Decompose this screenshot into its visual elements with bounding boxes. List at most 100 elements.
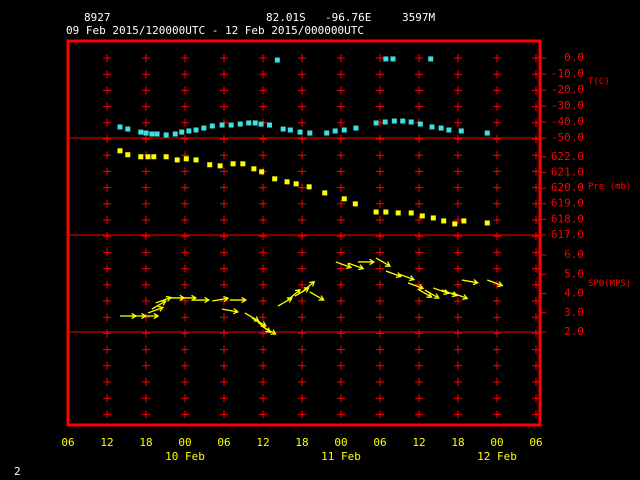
point [297,129,303,135]
point [272,176,278,182]
date-label: 12 Feb [477,450,517,463]
point [143,130,149,136]
point [138,129,144,135]
grid-cross [532,54,540,419]
y-tick-label: 0.0 [564,51,584,64]
point [207,162,213,168]
point [217,163,223,169]
point [417,121,423,127]
point [322,190,328,196]
point [484,130,490,136]
point [186,128,192,134]
y-tick-label: 6.0 [564,248,584,261]
elevation: 3597M [402,11,435,24]
grid-cross [337,54,345,419]
axis-label: T(C) [588,77,610,87]
frame [66,39,542,427]
point [430,215,436,221]
wind-arrow [147,305,165,314]
y-tick-label: 3.0 [564,306,584,319]
point [179,129,185,135]
point [117,124,123,130]
point [284,179,290,185]
wind-arrow [487,279,504,288]
point [352,201,358,207]
point [341,127,347,133]
point [280,126,286,132]
grid-cross [103,54,111,419]
point [237,121,243,127]
point [183,156,189,162]
point [324,130,330,136]
x-tick-label: 12 [256,436,269,449]
point [145,154,151,160]
wind-arrow [335,261,353,270]
point [419,213,425,219]
point [452,221,458,227]
y-tick-label: -30.0 [551,99,584,112]
point [353,125,359,131]
date-label: 10 Feb [165,450,205,463]
point [258,121,264,127]
wind-arrow [407,282,425,290]
point [240,161,246,167]
axis-label: SPD(MPS) [588,279,631,289]
point [172,131,178,137]
x-tick-label: 00 [490,436,503,449]
point [428,56,434,62]
wind-arrow [294,287,310,297]
wind-arrow [192,296,211,304]
point [154,131,160,137]
y-tick-label: 621.0 [551,165,584,178]
wind-arrow [433,287,450,295]
point [307,130,313,136]
wind-arrow [287,288,301,301]
point [259,169,265,175]
y-tick-label: -50.0 [551,131,584,144]
point [382,119,388,125]
y-tick-label: 622.0 [551,150,584,163]
point [251,166,257,172]
x-tick-label: 18 [451,436,464,449]
point [390,56,396,62]
grid-cross [376,54,384,419]
x-tick-label: 18 [295,436,308,449]
point [193,127,199,133]
grid-cross [415,54,423,419]
point [373,120,379,126]
point [149,131,155,137]
wind-arrow [309,291,325,301]
point [193,157,199,163]
y-tick-label: 619.0 [551,197,584,210]
point [458,128,464,134]
y-tick-label: -40.0 [551,115,584,128]
y-tick-label: 2.0 [564,325,584,338]
x-tick-label: 12 [412,436,425,449]
y-tick-label: 618.0 [551,212,584,225]
wind-arrow [261,325,277,335]
date-label: 11 Feb [321,450,361,463]
grid-cross [493,54,501,419]
point [228,122,234,128]
point [246,120,252,126]
point [306,184,312,190]
point [438,125,444,131]
point [117,148,123,154]
point [395,210,401,216]
point [484,220,490,226]
station: 8927 [84,11,111,24]
wind-arrow [301,280,316,293]
point [391,118,397,124]
x-tick-label: 06 [529,436,542,449]
point [151,154,157,160]
point [125,126,131,132]
point [138,154,144,160]
wind-arrow [385,270,403,279]
point [332,128,338,134]
axis-label: Pre (mb) [588,182,631,192]
period: 09 Feb 2015/120000UTC - 12 Feb 2015/0000… [66,24,364,37]
footer: 2 [14,465,21,478]
point [461,218,467,224]
point [219,122,225,128]
